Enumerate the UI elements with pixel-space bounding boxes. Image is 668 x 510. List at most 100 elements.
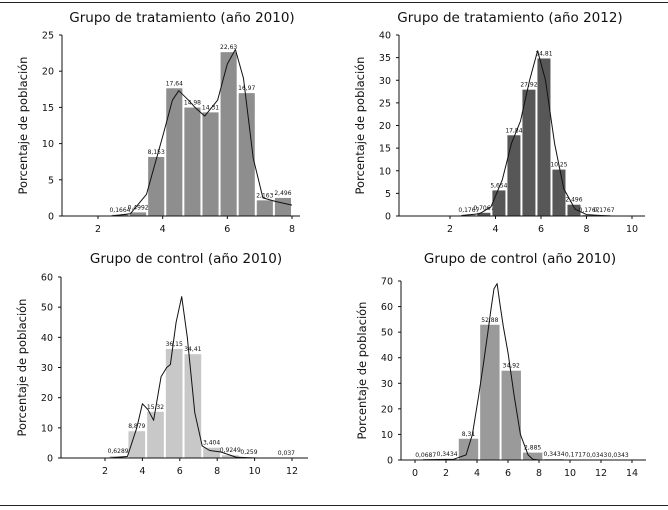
density-curve [422, 283, 540, 461]
bar [203, 447, 220, 458]
y-axis-label: Porcentaje de población [355, 302, 369, 440]
x-tick-label: 2 [95, 224, 101, 235]
x-tick-label: 10 [564, 468, 576, 479]
data-label: 17,84 [505, 127, 522, 134]
x-tick-label: 0 [412, 468, 418, 479]
bar [128, 431, 146, 458]
data-label: 17,64 [166, 80, 183, 87]
bar [507, 135, 521, 216]
bar [184, 354, 202, 458]
x-tick-label: 8 [214, 466, 220, 477]
data-label: 34,92 [503, 363, 520, 370]
y-tick-label: 25 [42, 31, 54, 42]
y-tick-label: 40 [379, 31, 391, 42]
density-curve [110, 49, 293, 217]
y-tick-label: 10 [381, 430, 393, 441]
data-label: 3,404 [203, 440, 220, 447]
bar [221, 455, 239, 458]
y-tick-label: 20 [379, 121, 391, 132]
bar [501, 370, 521, 460]
y-axis-label: Porcentaje de población [15, 299, 29, 437]
bar [458, 438, 479, 460]
y-axis-label: Porcentaje de población [353, 57, 367, 195]
data-label: 5,654 [490, 182, 507, 189]
data-label: 0,1767 [594, 207, 615, 214]
x-tick-label: 8 [289, 224, 295, 235]
chart-panel-2: Grupo de tratamiento (año 2012) Porcentaj… [353, 10, 645, 235]
x-tick-label: 10 [249, 466, 261, 477]
data-label: 0,1767 [458, 207, 479, 214]
x-tick-label: 6 [538, 224, 544, 235]
data-label: 0,9249 [220, 447, 241, 454]
data-label: 16,97 [238, 85, 255, 92]
data-label: 34,81 [535, 50, 552, 57]
bar [256, 200, 273, 216]
bar [552, 169, 566, 216]
bar [202, 112, 219, 216]
data-label: 36,15 [166, 341, 183, 348]
data-label: 0,3434 [544, 451, 565, 458]
y-tick-label: 20 [42, 67, 54, 78]
data-label: 0,0343 [586, 452, 607, 459]
data-label: 2,885 [524, 445, 541, 452]
y-tick-label: 15 [379, 144, 391, 155]
x-tick-label: 2 [447, 224, 453, 235]
y-tick-label: 40 [381, 353, 393, 364]
y-tick-label: 20 [41, 393, 53, 404]
y-tick-label: 60 [381, 302, 393, 313]
y-tick-label: 50 [381, 328, 393, 339]
data-label: 0,037 [278, 450, 295, 457]
bar [480, 324, 500, 460]
data-label: 2,163 [256, 192, 273, 199]
x-tick-label: 6 [224, 224, 230, 235]
x-tick-label: 4 [139, 466, 145, 477]
y-tick-label: 30 [381, 379, 393, 390]
x-tick-label: 4 [474, 468, 480, 479]
bar [148, 156, 165, 216]
chart-title: Grupo de tratamiento (año 2012) [397, 10, 622, 26]
data-label: 2,496 [565, 197, 582, 204]
bar [165, 348, 183, 458]
bar [166, 88, 183, 216]
y-tick-label: 0 [385, 212, 391, 223]
data-label: 14,31 [202, 104, 219, 111]
x-tick-label: 12 [286, 466, 298, 477]
y-tick-label: 35 [379, 53, 391, 64]
y-tick-label: 15 [42, 103, 54, 114]
y-tick-label: 30 [41, 363, 53, 374]
x-tick-label: 4 [492, 224, 498, 235]
y-tick-label: 40 [41, 333, 53, 344]
y-axis-label: Porcentaje de población [16, 57, 30, 195]
data-label: 14,98 [184, 100, 201, 107]
x-tick-label: 8 [536, 468, 542, 479]
data-label: 0,3434 [437, 451, 458, 458]
y-tick-label: 10 [379, 166, 391, 177]
data-label: 0,0687 [415, 452, 436, 459]
y-tick-label: 60 [41, 273, 53, 284]
density-curve [461, 50, 610, 217]
y-tick-label: 20 [381, 404, 393, 415]
x-tick-label: 10 [626, 224, 638, 235]
x-tick-label: 14 [626, 468, 638, 479]
bar [238, 93, 255, 216]
data-label: 0,1664 [109, 207, 130, 214]
bar [130, 212, 147, 216]
chart-title: Grupo de control (año 2010) [424, 251, 616, 267]
bar [147, 411, 164, 458]
data-label: 0,1717 [565, 452, 586, 459]
bar [537, 58, 551, 217]
y-tick-label: 0 [47, 454, 53, 465]
x-tick-label: 6 [177, 466, 183, 477]
chart-title: Grupo de tratamiento (año 2010) [69, 10, 294, 26]
data-label: 27,92 [520, 82, 537, 89]
y-tick-label: 10 [42, 139, 54, 150]
x-tick-label: 4 [160, 224, 166, 235]
y-tick-label: 50 [41, 303, 53, 314]
x-tick-label: 6 [505, 468, 511, 479]
bottom-rule [0, 505, 668, 506]
bar [567, 204, 581, 216]
data-label: 0,0343 [608, 452, 629, 459]
top-rule [0, 2, 668, 3]
y-tick-label: 0 [387, 456, 393, 467]
